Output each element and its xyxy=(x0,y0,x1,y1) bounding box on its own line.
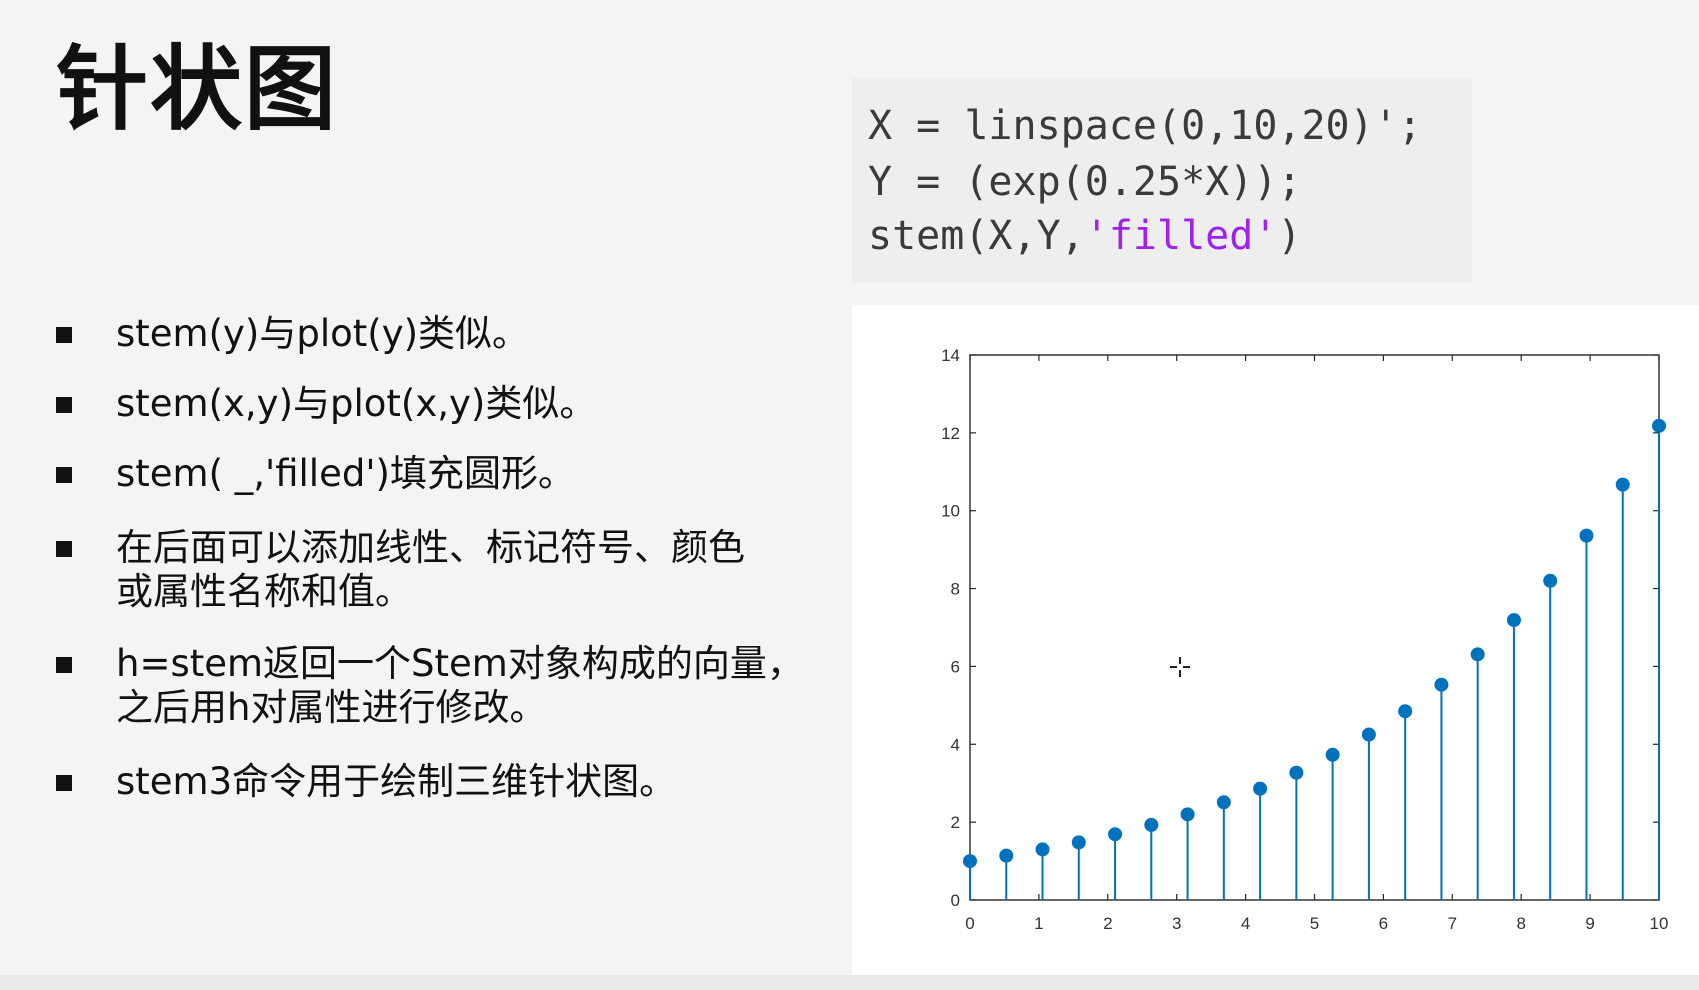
stem-marker xyxy=(1398,704,1413,719)
stem-marker xyxy=(1108,827,1123,842)
bullet-square-icon xyxy=(56,541,72,557)
bullet-square-icon xyxy=(56,327,72,343)
stem-marker xyxy=(1180,807,1195,822)
stem-marker xyxy=(1652,418,1666,433)
stem-marker xyxy=(1253,781,1268,796)
y-tick-label: 0 xyxy=(951,891,960,910)
x-tick-label: 7 xyxy=(1448,914,1457,933)
bullet-square-icon xyxy=(56,775,72,791)
bullet-square-icon xyxy=(56,397,72,413)
code-line-2: Y = (exp(0.25*X)); xyxy=(868,159,1302,205)
code-block: X = linspace(0,10,20)'; Y = (exp(0.25*X)… xyxy=(852,78,1472,283)
x-tick-label: 9 xyxy=(1585,914,1594,933)
stem-marker xyxy=(1615,477,1630,492)
bullet-text: stem( _,'filled')填充圆形。 xyxy=(116,452,575,495)
y-tick-label: 8 xyxy=(951,580,960,599)
stem-marker xyxy=(999,848,1014,863)
x-tick-label: 10 xyxy=(1650,914,1669,933)
plot-box xyxy=(969,354,1660,901)
y-tick-label: 12 xyxy=(941,424,960,443)
stem-marker xyxy=(1144,817,1159,832)
stem-marker xyxy=(1470,647,1485,662)
bullet-square-icon xyxy=(56,657,72,673)
code-line-3: stem(X,Y,'filled') xyxy=(868,216,1302,256)
stem-marker xyxy=(1579,528,1594,543)
stem-marker xyxy=(1035,842,1050,857)
x-tick-label: 4 xyxy=(1241,914,1250,933)
code-string-literal: 'filled' xyxy=(1084,213,1278,259)
bottom-strip xyxy=(0,975,1699,990)
stem-marker xyxy=(1543,573,1558,588)
stem-marker xyxy=(1325,747,1340,762)
bullet-text: h=stem返回一个Stem对象构成的向量， 之后用h对属性进行修改。 xyxy=(116,642,804,729)
bullet-text: 在后面可以添加线性、标记符号、颜色 或属性名称和值。 xyxy=(116,526,745,613)
y-tick-label: 14 xyxy=(941,346,960,365)
stem-marker xyxy=(1506,613,1521,628)
code-line-3-suffix: ) xyxy=(1277,213,1302,259)
x-tick-label: 2 xyxy=(1103,914,1112,933)
code-line-3-prefix: stem(X,Y, xyxy=(868,213,1085,259)
bullet-text: stem3命令用于绘制三维针状图。 xyxy=(116,760,677,803)
x-tick-label: 3 xyxy=(1172,914,1181,933)
bullet-text: stem(y)与plot(y)类似。 xyxy=(116,312,530,355)
stem-marker xyxy=(1071,835,1086,850)
y-tick-label: 6 xyxy=(951,657,960,676)
y-tick-label: 2 xyxy=(951,813,960,832)
y-tick-label: 4 xyxy=(951,735,960,754)
stem-marker xyxy=(963,854,977,869)
x-tick-label: 0 xyxy=(965,914,974,933)
y-tick-label: 10 xyxy=(941,502,960,521)
stem-marker xyxy=(1216,795,1231,810)
code-line-1: X = linspace(0,10,20)'; xyxy=(868,103,1422,149)
x-tick-label: 1 xyxy=(1034,914,1043,933)
x-tick-label: 6 xyxy=(1379,914,1388,933)
x-tick-label: 8 xyxy=(1516,914,1525,933)
stem-marker xyxy=(1434,677,1449,692)
bullet-text: stem(x,y)与plot(x,y)类似。 xyxy=(116,382,597,425)
stem-marker xyxy=(1361,727,1376,742)
bullet-square-icon xyxy=(56,467,72,483)
stem-marker xyxy=(1289,765,1304,780)
slide-title: 针状图 xyxy=(56,36,339,143)
crosshair-cursor-icon xyxy=(1170,657,1190,677)
x-tick-label: 5 xyxy=(1310,914,1319,933)
chart-panel: 0 1 2 3 4 5 6 7 8 9 10 0 2 4 6 8 10 12 14 xyxy=(852,305,1699,975)
